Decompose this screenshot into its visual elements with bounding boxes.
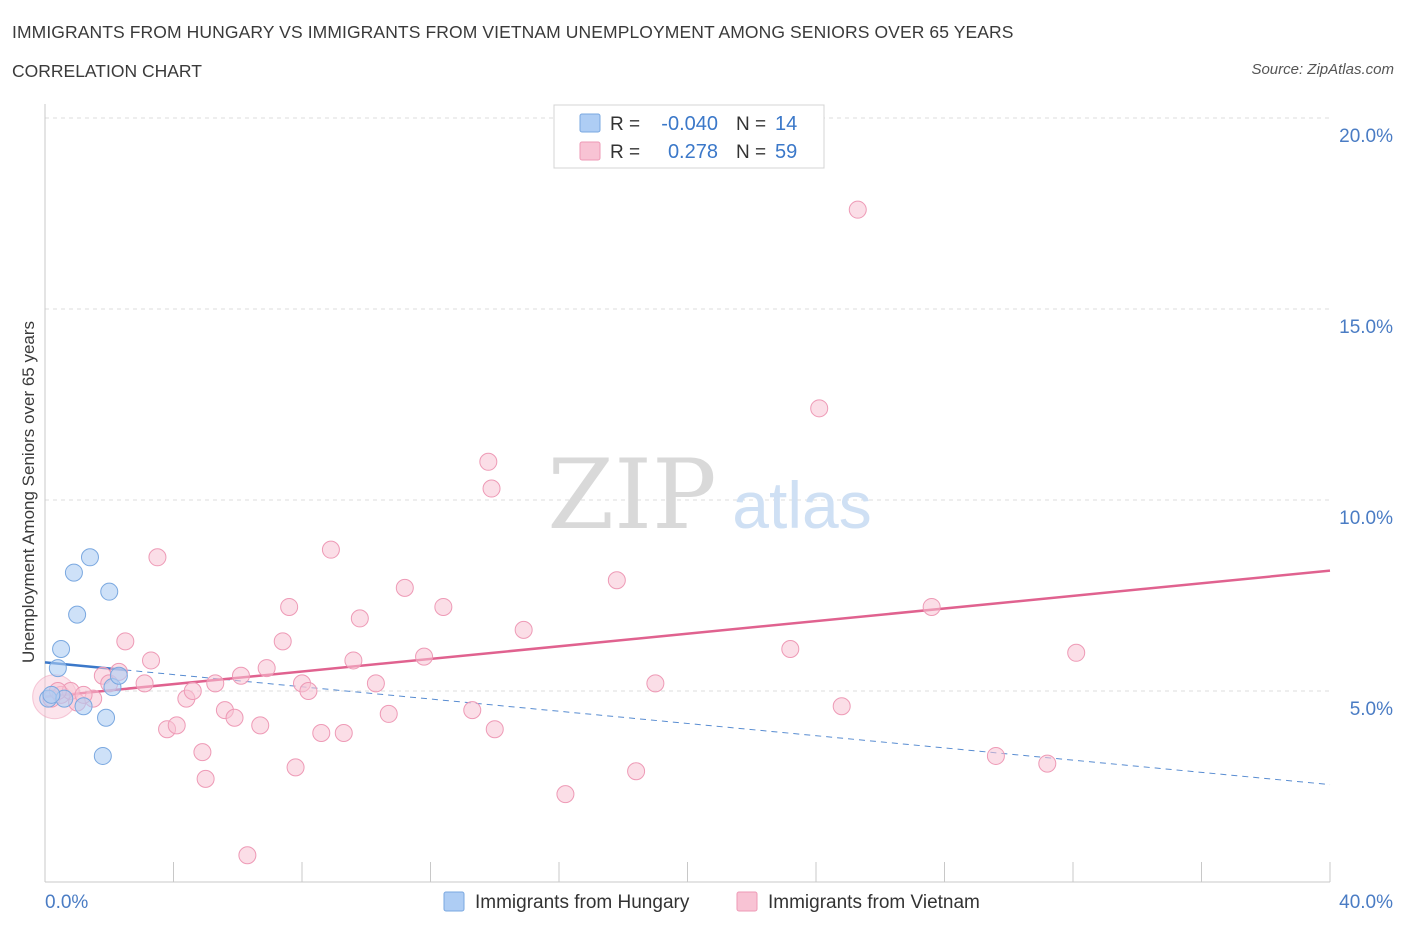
hungary-r-value: -0.040 [661,113,718,135]
vietnam-point [238,846,257,865]
vietnam-point [321,540,340,559]
y-tick-label: 5.0% [1350,699,1393,720]
vietnam-point [334,724,353,743]
vietnam-point [225,708,244,727]
series-legend: Immigrants from Hungary Immigrants from … [443,891,980,913]
stats-legend: R = -0.040 N = 14 R = 0.278 N = 59 [553,104,825,169]
vietnam-point [183,682,202,700]
vietnam-point [607,571,626,590]
hungary-point [52,639,71,658]
data-points [32,200,1086,865]
hungary-r-label: R = [610,114,640,135]
x-tick-labels: 0.0% 40.0% [45,892,1393,913]
hungary-point [48,659,67,678]
hungary-point [100,582,119,601]
vietnam-point [556,785,575,804]
vietnam-point [986,746,1005,765]
vietnam-point [781,639,800,658]
vietnam-point [312,724,331,743]
vietnam-swatch [579,141,601,161]
vietnam-point [196,769,215,788]
x-tick-label: 40.0% [1339,892,1393,913]
vietnam-point [344,651,363,670]
vietnam-point [463,701,482,720]
y-tick-label: 10.0% [1339,508,1393,529]
watermark: ZIP atlas [547,439,871,551]
hungary-point [97,708,116,727]
y-tick-label: 20.0% [1339,126,1393,147]
vietnam-point [395,578,414,597]
vietnam-n-value: 59 [775,141,797,163]
vietnam-point [485,720,504,739]
vietnam-point [280,597,299,616]
vietnam-point [135,674,154,693]
vietnam-point [167,716,186,735]
gridlines [45,117,1330,692]
vietnam-trend-line [44,569,1331,698]
legend-vietnam-label: Immigrants from Vietnam [768,892,980,913]
hungary-point [109,666,128,685]
y-tick-label: 15.0% [1339,317,1393,338]
vietnam-point [286,758,305,777]
hungary-swatch [579,113,601,133]
legend-hungary-swatch [443,891,465,912]
vietnam-point [231,666,250,685]
vietnam-point [627,762,646,781]
vietnam-point [206,674,225,693]
vietnam-point [273,632,292,651]
vietnam-point [922,597,941,616]
hungary-point [64,563,83,582]
hungary-trend-extension [125,669,1331,786]
vietnam-point [193,743,212,762]
vietnam-r-value: 0.278 [668,141,718,163]
hungary-n-value: 14 [775,113,797,135]
hungary-point [42,685,61,704]
vietnam-point [434,597,453,616]
hungary-point [74,697,93,716]
y-axis-label: Unemployment Among Seniors over 65 years [19,321,38,663]
vietnam-point [832,697,851,716]
vietnam-point [299,682,318,700]
watermark-zip: ZIP [547,439,716,551]
vietnam-point [810,399,829,418]
hungary-point [68,605,87,624]
chart-subtitle: CORRELATION CHART [12,61,202,81]
vietnam-point [848,200,867,219]
vietnam-point [251,716,270,735]
vietnam-point [514,620,533,639]
vietnam-point [142,651,161,670]
vietnam-point [350,609,369,628]
y-tick-labels: 5.0% 10.0% 15.0% 20.0% [1339,126,1393,720]
vietnam-point [479,452,498,471]
vietnam-point [1038,754,1057,773]
hungary-point [80,548,99,567]
vietnam-point [116,632,135,651]
hungary-point [93,746,112,765]
chart-title: IMMIGRANTS FROM HUNGARY VS IMMIGRANTS FR… [12,22,1014,42]
vietnam-n-label: N = [736,142,766,163]
vietnam-point [1067,643,1086,662]
source-credit: Source: ZipAtlas.com [1251,61,1394,78]
legend-hungary-label: Immigrants from Hungary [475,892,690,913]
x-tick-label: 0.0% [45,892,88,913]
hungary-n-label: N = [736,114,766,135]
vietnam-point [366,674,385,693]
vietnam-point [379,704,398,723]
legend-vietnam-swatch [736,891,758,912]
vietnam-point [646,674,665,693]
vietnam-point [482,479,501,498]
vietnam-point [415,647,434,666]
watermark-atlas: atlas [732,468,871,542]
vietnam-point [257,659,276,678]
axes [44,104,1331,883]
vietnam-r-label: R = [610,142,640,163]
vietnam-point [148,548,167,567]
